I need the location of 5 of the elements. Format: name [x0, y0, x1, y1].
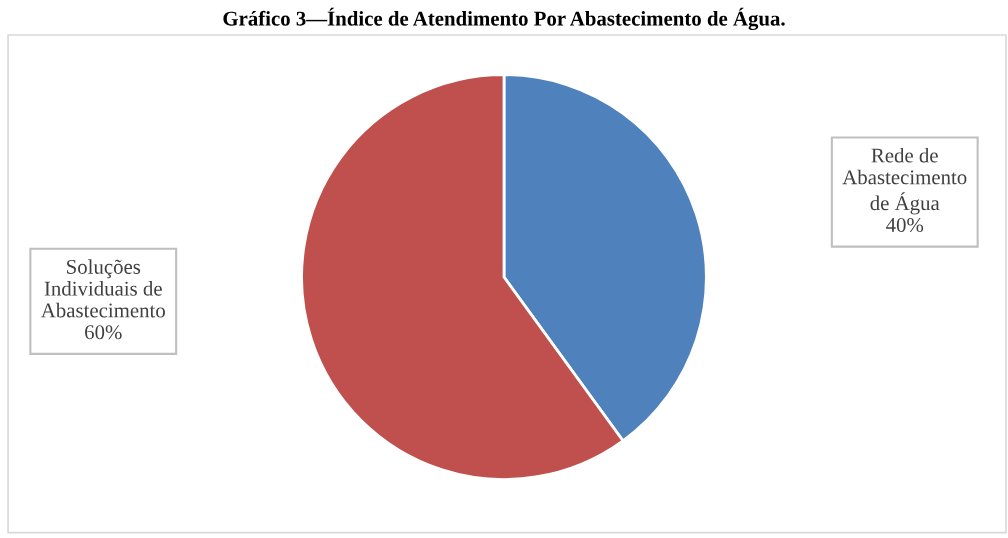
data-label: 40%: [886, 217, 924, 233]
chart-title: Gráfico 3—Índice de Atendimento Por Abastecimento de Água.: [223, 7, 785, 31]
slice-label: Rede de Abastecimento de Água: [842, 147, 967, 215]
data-label: 60%: [85, 325, 122, 340]
slice-label: Soluções Individuais de Abastecimento: [40, 259, 165, 318]
